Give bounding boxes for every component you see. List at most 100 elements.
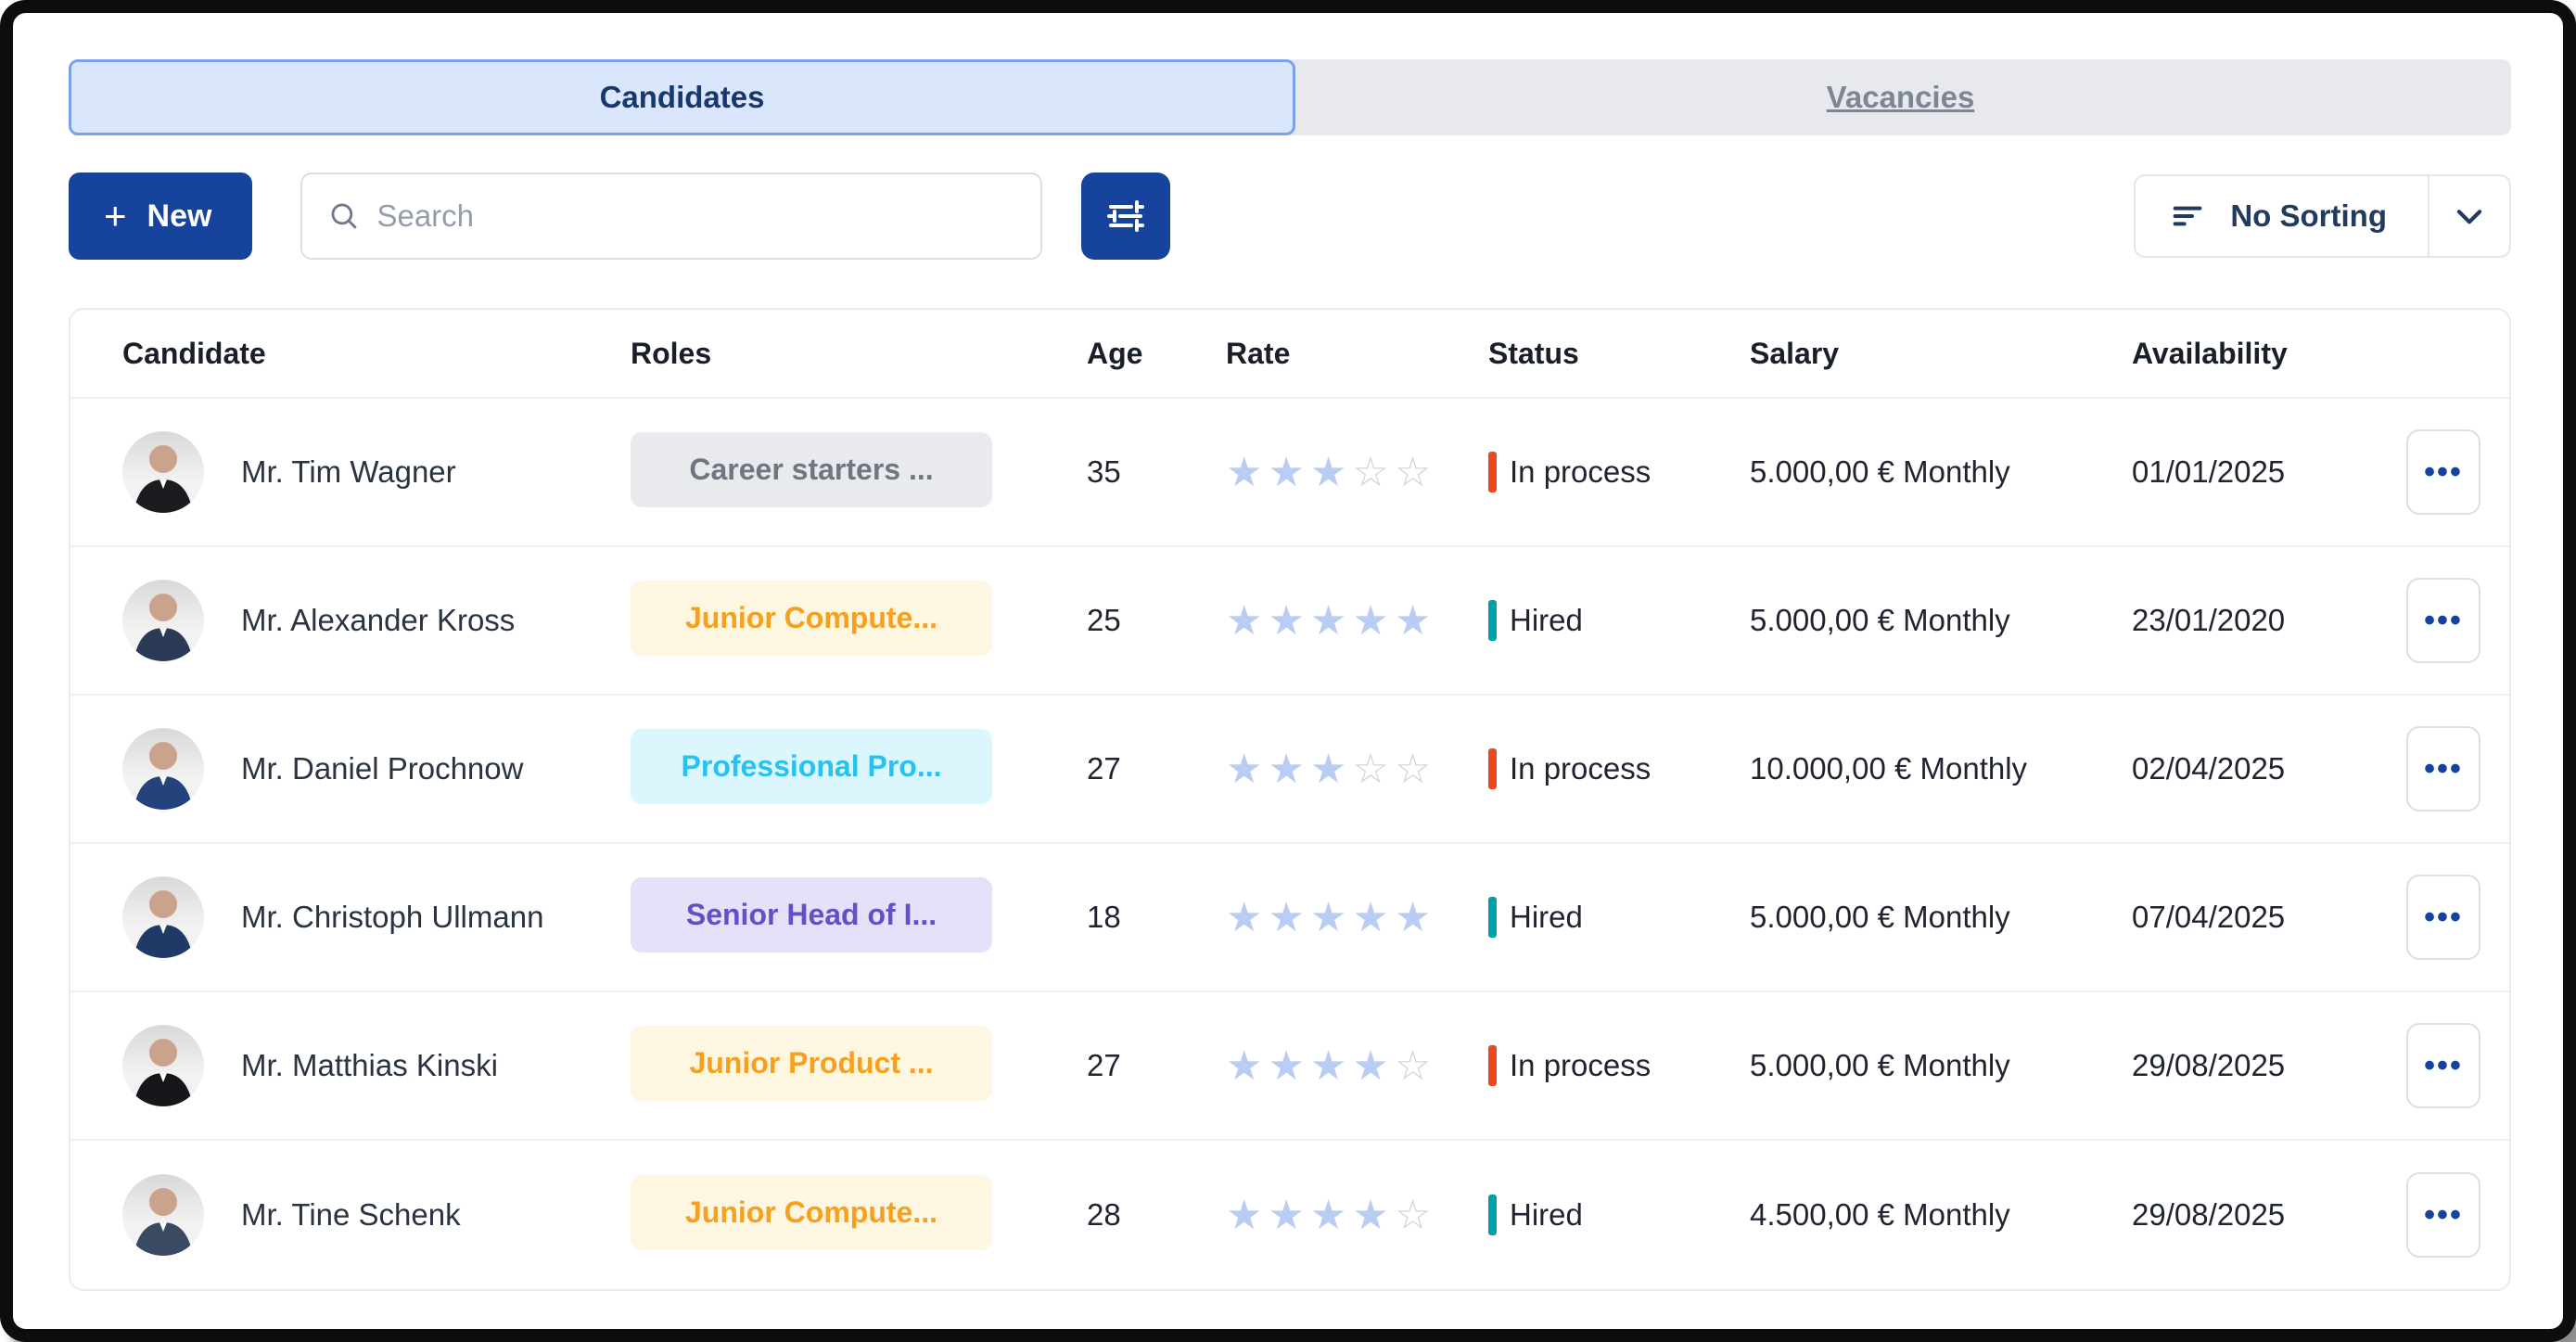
- filter-button[interactable]: [1081, 173, 1171, 260]
- sort-dropdown-main[interactable]: No Sorting: [2136, 176, 2428, 256]
- role-chip: Professional Pro...: [631, 729, 992, 804]
- actions-cell: •••: [2406, 726, 2480, 812]
- availability-cell: 23/01/2020: [2132, 603, 2286, 637]
- age-cell: 25: [1087, 603, 1121, 637]
- table-row[interactable]: Mr. Matthias Kinski Junior Product ... 2…: [70, 992, 2509, 1141]
- avatar: [122, 1025, 204, 1106]
- col-header-salary: Salary: [1750, 336, 1840, 370]
- tab-candidates[interactable]: Candidates: [69, 59, 1295, 135]
- roles-cell: Career starters ...: [631, 432, 1087, 512]
- actions-cell: •••: [2406, 578, 2480, 663]
- age-cell: 35: [1087, 454, 1121, 489]
- table-row[interactable]: Mr. Christoph Ullmann Senior Head of I..…: [70, 844, 2509, 992]
- col-header-rate: Rate: [1226, 336, 1291, 370]
- row-actions-button[interactable]: •••: [2406, 1023, 2480, 1108]
- table-header: Candidate Roles Age Rate Status Salary A…: [70, 310, 2509, 399]
- col-header-age: Age: [1087, 336, 1143, 370]
- search-box[interactable]: [300, 173, 1043, 260]
- status-bar-icon: [1488, 452, 1497, 492]
- col-header-status: Status: [1488, 336, 1579, 370]
- table-row[interactable]: Mr. Tim Wagner Career starters ... 35 ★★…: [70, 399, 2509, 547]
- roles-cell: Junior Product ...: [631, 1026, 1087, 1106]
- candidate-name: Mr. Matthias Kinski: [241, 1048, 498, 1082]
- candidate-name: Mr. Tim Wagner: [241, 454, 456, 489]
- candidate-cell: Mr. Matthias Kinski: [122, 1025, 631, 1106]
- status-label: In process: [1510, 1048, 1651, 1082]
- page-content: Candidates Vacancies + New: [13, 13, 2563, 1328]
- col-header-roles: Roles: [631, 336, 712, 370]
- plus-icon: +: [104, 194, 127, 237]
- table-body: Mr. Tim Wagner Career starters ... 35 ★★…: [70, 399, 2509, 1289]
- status-bar-icon: [1488, 600, 1497, 641]
- row-actions-button[interactable]: •••: [2406, 726, 2480, 812]
- avatar: [122, 431, 204, 513]
- sort-lines-icon: [2174, 206, 2202, 226]
- table-row[interactable]: Mr. Alexander Kross Junior Compute... 25…: [70, 547, 2509, 696]
- row-actions-button[interactable]: •••: [2406, 429, 2480, 515]
- age-cell: 27: [1087, 1048, 1121, 1082]
- rating[interactable]: ★★★★★: [1226, 894, 1437, 940]
- availability-cell: 01/01/2025: [2132, 454, 2286, 489]
- status-bar-icon: [1488, 1045, 1497, 1086]
- avatar: [122, 580, 204, 661]
- avatar: [122, 728, 204, 810]
- search-input[interactable]: [376, 198, 1015, 234]
- roles-cell: Junior Compute...: [631, 581, 1087, 660]
- rating[interactable]: ★★★★★: [1226, 597, 1437, 644]
- sort-dropdown[interactable]: No Sorting: [2134, 174, 2511, 258]
- status-label: Hired: [1510, 900, 1583, 934]
- status-bar-icon: [1488, 748, 1497, 789]
- row-actions-button[interactable]: •••: [2406, 1172, 2480, 1258]
- status-bar-icon: [1488, 897, 1497, 938]
- row-actions-button[interactable]: •••: [2406, 578, 2480, 663]
- age-cell: 27: [1087, 751, 1121, 786]
- status-label: Hired: [1510, 1197, 1583, 1232]
- status-cell: Hired: [1488, 1195, 1750, 1235]
- candidate-cell: Mr. Tim Wagner: [122, 431, 631, 513]
- availability-cell: 29/08/2025: [2132, 1197, 2286, 1232]
- rating[interactable]: ★★★★☆: [1226, 1192, 1437, 1238]
- search-icon: [331, 203, 358, 229]
- row-actions-button[interactable]: •••: [2406, 875, 2480, 960]
- roles-cell: Junior Compute...: [631, 1175, 1087, 1255]
- status-cell: Hired: [1488, 897, 1750, 938]
- role-chip: Junior Product ...: [631, 1026, 992, 1101]
- new-button[interactable]: + New: [69, 173, 253, 260]
- sort-label: No Sorting: [2230, 198, 2387, 233]
- filter-sliders-icon: [1107, 200, 1145, 232]
- status-bar-icon: [1488, 1195, 1497, 1235]
- status-cell: In process: [1488, 1045, 1750, 1086]
- sort-caret-button[interactable]: [2428, 176, 2509, 256]
- tabbar: Candidates Vacancies: [69, 59, 2511, 135]
- avatar: [122, 876, 204, 958]
- salary-cell: 5.000,00 € Monthly: [1750, 603, 2010, 637]
- status-label: Hired: [1510, 603, 1583, 637]
- salary-cell: 5.000,00 € Monthly: [1750, 454, 2010, 489]
- candidate-name: Mr. Daniel Prochnow: [241, 751, 524, 786]
- candidate-cell: Mr. Alexander Kross: [122, 580, 631, 661]
- rating[interactable]: ★★★☆☆: [1226, 449, 1437, 495]
- actions-cell: •••: [2406, 429, 2480, 515]
- status-cell: Hired: [1488, 600, 1750, 641]
- chevron-down-icon: [2456, 210, 2482, 224]
- age-cell: 28: [1087, 1197, 1121, 1232]
- roles-cell: Professional Pro...: [631, 729, 1087, 809]
- table-row[interactable]: Mr. Tine Schenk Junior Compute... 28 ★★★…: [70, 1141, 2509, 1289]
- salary-cell: 4.500,00 € Monthly: [1750, 1197, 2010, 1232]
- new-button-label: New: [147, 198, 212, 234]
- role-chip: Junior Compute...: [631, 581, 992, 656]
- tab-vacancies[interactable]: Vacancies: [1290, 59, 2511, 135]
- avatar: [122, 1174, 204, 1256]
- candidate-name: Mr. Tine Schenk: [241, 1197, 461, 1232]
- col-header-availability: Availability: [2132, 336, 2288, 370]
- rating[interactable]: ★★★★☆: [1226, 1042, 1437, 1089]
- table-row[interactable]: Mr. Daniel Prochnow Professional Pro... …: [70, 696, 2509, 844]
- status-cell: In process: [1488, 452, 1750, 492]
- candidates-table: Candidate Roles Age Rate Status Salary A…: [69, 308, 2511, 1291]
- availability-cell: 07/04/2025: [2132, 900, 2286, 934]
- actions-cell: •••: [2406, 1172, 2480, 1258]
- salary-cell: 10.000,00 € Monthly: [1750, 751, 2028, 786]
- rating[interactable]: ★★★☆☆: [1226, 746, 1437, 792]
- toolbar: + New: [69, 173, 2511, 260]
- role-chip: Junior Compute...: [631, 1175, 992, 1250]
